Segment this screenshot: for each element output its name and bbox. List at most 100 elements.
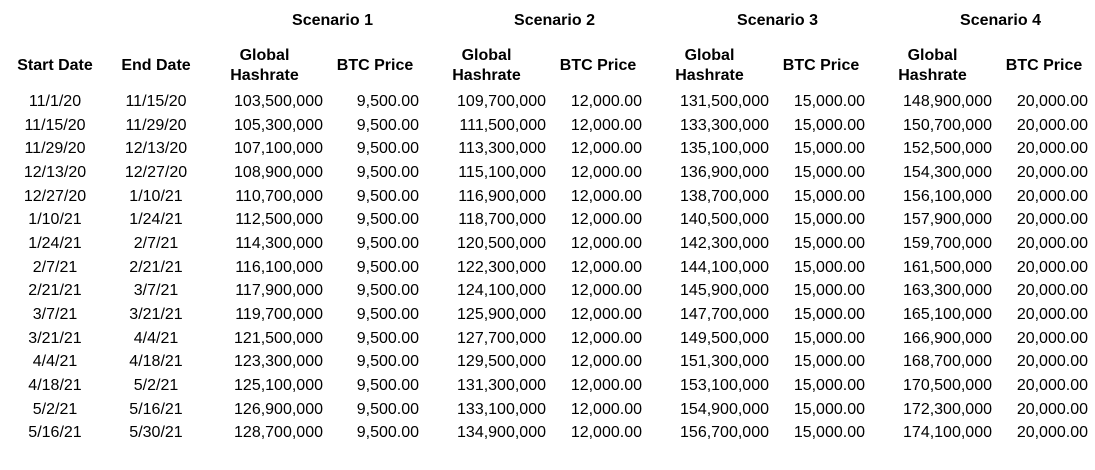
scenario-4-hashrate-cell: 156,100,000: [903, 187, 992, 205]
scenario-3-hashrate-cell: 151,300,000: [680, 353, 769, 371]
scenario-2-hashrate-cell: 127,700,000: [457, 329, 546, 347]
scenario-1-header: Scenario 1: [292, 12, 373, 29]
scenario-2-btc-price-cell: 12,000.00: [570, 377, 642, 395]
hashrate-header-line2: Hashrate: [230, 67, 299, 84]
scenario-4-btc-price-cell: 20,000.00: [1016, 306, 1088, 324]
scenario-3-hashrate-cell: 144,100,000: [680, 258, 769, 276]
scenario-3-hashrate-cell: 131,500,000: [680, 92, 769, 110]
hashrate-header-line2: Hashrate: [675, 67, 744, 84]
scenario-3-btc-price-cell: 15,000.00: [793, 400, 865, 418]
scenario-4-btc-price-cell: 20,000.00: [1016, 282, 1088, 300]
scenario-3-btc-price-cell: 15,000.00: [793, 258, 865, 276]
scenario-2-hashrate-cell: 118,700,000: [458, 211, 546, 229]
scenario-4-hashrate-cell: 174,100,000: [903, 424, 992, 442]
hashrate-header-line1: Global: [684, 47, 735, 64]
scenario-3-hashrate-cell: 138,700,000: [680, 187, 769, 205]
hashrate-header-line1: Global: [461, 47, 512, 64]
scenario-3-hashrate-cell: 135,100,000: [680, 140, 769, 158]
scenario-1-btc-price-cell: 9,500.00: [356, 377, 419, 395]
scenario-4-hashrate-cell: 172,300,000: [903, 400, 992, 418]
scenario-1-hashrate-cell: 121,500,000: [234, 329, 323, 347]
scenario-3-btc-price-cell: 15,000.00: [793, 282, 865, 300]
scenario-4-hashrate-cell: 166,900,000: [903, 329, 992, 347]
scenario-2-hashrate-cell: 111,500,000: [459, 116, 546, 134]
hashrate-header-line1: Global: [239, 47, 290, 64]
scenario-4-hashrate-cell: 154,300,000: [903, 163, 992, 181]
scenario-1-hashrate-cell: 110,700,000: [235, 187, 323, 205]
scenario-1-hashrate-cell: 108,900,000: [234, 163, 323, 181]
scenario-4-btc-price-cell: 20,000.00: [1016, 140, 1088, 158]
scenario-4-hashrate-cell: 168,700,000: [903, 353, 992, 371]
scenario-4-hashrate-cell: 163,300,000: [903, 282, 992, 300]
scenario-4-btc-price-cell: 20,000.00: [1016, 187, 1088, 205]
scenario-1-btc-price-cell: 9,500.00: [356, 234, 419, 252]
scenario-2-hashrate-cell: 131,300,000: [457, 377, 546, 395]
start-date-cell: 3/7/21: [32, 306, 78, 324]
scenario-3-hashrate-cell: 142,300,000: [680, 234, 769, 252]
scenario-2-header: Scenario 2: [514, 12, 595, 29]
scenario-4-hashrate-cell: 170,500,000: [903, 377, 992, 395]
scenario-1-btc-price-header: BTC Price: [336, 57, 414, 74]
start-date-cell: 1/10/21: [28, 211, 82, 229]
scenario-header-spacer: [0, 0, 202, 42]
scenario-4-hashrate-cell: 157,900,000: [903, 211, 992, 229]
scenario-2-btc-price-cell: 12,000.00: [570, 234, 642, 252]
scenario-1-hashrate-cell: 125,100,000: [234, 377, 323, 395]
start-date-cell: 3/21/21: [28, 329, 82, 347]
scenario-3-hashrate-cell: 145,900,000: [680, 282, 769, 300]
hashrate-header-line1: Global: [907, 47, 958, 64]
scenario-2-btc-price-cell: 12,000.00: [570, 424, 642, 442]
table-row: 12/27/20 1/10/21 110,700,000 9,500.00 116,90…: [0, 185, 1092, 209]
scenario-1-btc-price-cell: 9,500.00: [356, 92, 419, 110]
scenario-2-hashrate-cell: 125,900,000: [457, 306, 546, 324]
table-row: 4/4/21 4/18/21 123,300,000 9,500.00 129,500,…: [0, 351, 1092, 375]
scenario-2-hashrate-cell: 113,300,000: [458, 140, 546, 158]
scenario-4-btc-price-header: BTC Price: [1005, 57, 1083, 74]
hashrate-header-line2: Hashrate: [898, 67, 967, 84]
scenario-1-hashrate-cell: 123,300,000: [234, 353, 323, 371]
table-row: 1/10/21 1/24/21 112,500,000 9,500.00 118,700…: [0, 208, 1092, 232]
scenario-1-btc-price-cell: 9,500.00: [356, 306, 419, 324]
scenario-2-btc-price-cell: 12,000.00: [570, 282, 642, 300]
scenario-3-btc-price-cell: 15,000.00: [793, 140, 865, 158]
scenario-4-btc-price-cell: 20,000.00: [1016, 424, 1088, 442]
start-date-cell: 5/2/21: [32, 400, 78, 418]
scenario-4-hashrate-header: Global Hashrate: [869, 42, 996, 90]
start-date-cell: 2/21/21: [28, 282, 82, 300]
end-date-cell: 5/2/21: [133, 377, 179, 395]
end-date-cell: 5/30/21: [129, 424, 183, 442]
scenario-3-btc-price-cell: 15,000.00: [793, 424, 865, 442]
scenario-1-hashrate-cell: 112,500,000: [235, 211, 323, 229]
start-date-cell: 11/1/20: [28, 92, 82, 110]
scenario-4-btc-price-cell: 20,000.00: [1016, 163, 1088, 181]
scenario-1-btc-price-cell: 9,500.00: [356, 116, 419, 134]
scenario-2-btc-price-cell: 12,000.00: [570, 353, 642, 371]
scenario-1-btc-price-cell: 9,500.00: [356, 140, 419, 158]
scenario-4-btc-price-cell: 20,000.00: [1016, 234, 1088, 252]
scenario-3-btc-price-cell: 15,000.00: [793, 329, 865, 347]
scenario-2-btc-price-cell: 12,000.00: [570, 116, 642, 134]
scenario-3-hashrate-cell: 147,700,000: [680, 306, 769, 324]
table-row: 2/7/21 2/21/21 116,100,000 9,500.00 122,300,…: [0, 256, 1092, 280]
scenario-1-btc-price-cell: 9,500.00: [356, 353, 419, 371]
start-date-cell: 12/13/20: [23, 163, 87, 181]
table-row: 11/1/20 11/15/20 103,500,000 9,500.00 109,70…: [0, 90, 1092, 114]
scenario-4-btc-price-cell: 20,000.00: [1016, 377, 1088, 395]
scenario-4-btc-price-cell: 20,000.00: [1016, 211, 1088, 229]
end-date-cell: 12/27/20: [124, 163, 188, 181]
column-header-row: Start Date End Date Global Hashrate BTC P…: [0, 42, 1092, 90]
end-date-cell: 1/24/21: [129, 211, 183, 229]
table-row: 1/24/21 2/7/21 114,300,000 9,500.00 120,500,…: [0, 232, 1092, 256]
end-date-cell: 12/13/20: [124, 140, 188, 158]
scenario-2-hashrate-cell: 115,100,000: [458, 163, 546, 181]
scenario-2-btc-price-cell: 12,000.00: [570, 329, 642, 347]
table-row: 12/13/20 12/27/20 108,900,000 9,500.00 115,1…: [0, 161, 1092, 185]
table-body: 11/1/20 11/15/20 103,500,000 9,500.00 109,70…: [0, 90, 1092, 445]
scenario-3-hashrate-header: Global Hashrate: [646, 42, 773, 90]
hashrate-header-line2: Hashrate: [452, 67, 521, 84]
scenario-2-hashrate-cell: 122,300,000: [457, 258, 546, 276]
scenario-1-btc-price-cell: 9,500.00: [356, 400, 419, 418]
start-date-cell: 2/7/21: [32, 258, 78, 276]
scenario-3-btc-price-cell: 15,000.00: [793, 116, 865, 134]
